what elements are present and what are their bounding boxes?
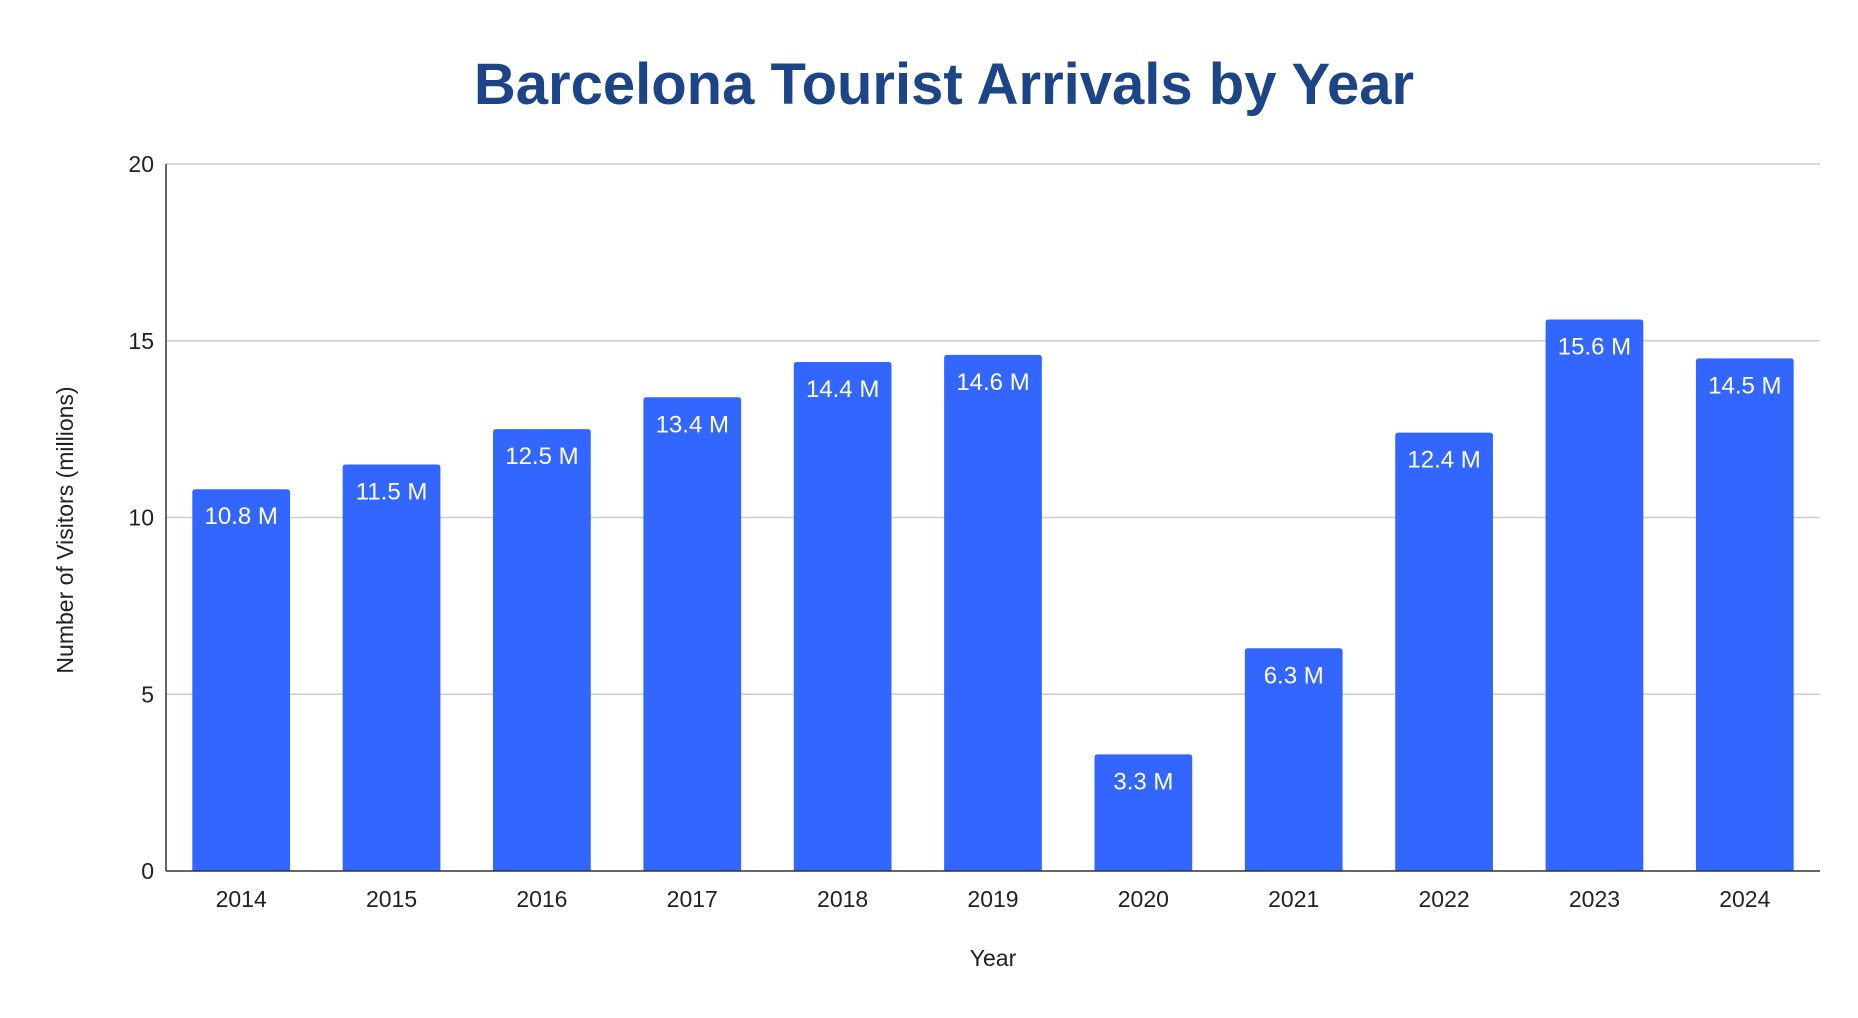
bar-2024 [1695, 358, 1794, 871]
y-tick-label: 20 [128, 151, 154, 177]
bar-2015 [342, 464, 441, 871]
data-label-2019: 14.6 M [956, 369, 1029, 396]
bar-2016 [493, 429, 591, 871]
data-label-2023: 15.6 M [1558, 334, 1631, 361]
x-axis-title: Year [970, 945, 1017, 971]
data-label-2016: 12.5 M [505, 443, 578, 470]
bar-2018 [793, 361, 892, 871]
bar-2021 [1244, 648, 1343, 871]
x-tick-label-2023: 2023 [1569, 886, 1620, 912]
x-tick-label-2024: 2024 [1719, 886, 1770, 912]
data-label-2017: 13.4 M [656, 411, 729, 438]
data-label-2021: 6.3 M [1264, 662, 1324, 689]
y-axis-title: Number of Visitors (millions) [52, 386, 78, 673]
y-tick-label: 15 [128, 328, 154, 354]
data-label-2020: 3.3 M [1113, 768, 1173, 795]
bar-2014 [192, 489, 291, 871]
data-label-2014: 10.8 M [204, 503, 277, 530]
bar-2020 [1094, 754, 1193, 871]
bars [192, 319, 1794, 871]
x-tick-label-2019: 2019 [967, 886, 1018, 912]
y-tick-label: 0 [141, 858, 154, 884]
axes: 0 5 10 15 20 2014 2015 2016 2017 2018 2019 2020 2021… [128, 151, 1820, 912]
chart-title: Barcelona Tourist Arrivals by Year [474, 52, 1414, 117]
x-tick-label-2015: 2015 [366, 886, 417, 912]
x-tick-label-2018: 2018 [817, 886, 868, 912]
x-tick-label-2017: 2017 [667, 886, 718, 912]
x-tick-label-2020: 2020 [1118, 886, 1169, 912]
data-label-2018: 14.4 M [806, 376, 879, 403]
bar-2019 [944, 354, 1042, 871]
y-tick-label: 10 [128, 505, 154, 531]
x-tick-label-2014: 2014 [216, 886, 267, 912]
data-labels: 10.8 M 11.5 M 12.5 M 13.4 M 14.4 M 14.6 M 3.3 … [204, 334, 1781, 796]
data-label-2015: 11.5 M [356, 478, 428, 505]
data-label-2022: 12.4 M [1407, 447, 1480, 474]
y-tick-label: 5 [141, 681, 154, 707]
bar-2023 [1545, 319, 1644, 871]
x-tick-label-2022: 2022 [1419, 886, 1470, 912]
data-label-2024: 14.5 M [1708, 372, 1781, 399]
bar-2017 [643, 397, 742, 871]
x-tick-label-2021: 2021 [1268, 886, 1319, 912]
bar-2022 [1395, 432, 1493, 871]
x-tick-label-2016: 2016 [516, 886, 567, 912]
